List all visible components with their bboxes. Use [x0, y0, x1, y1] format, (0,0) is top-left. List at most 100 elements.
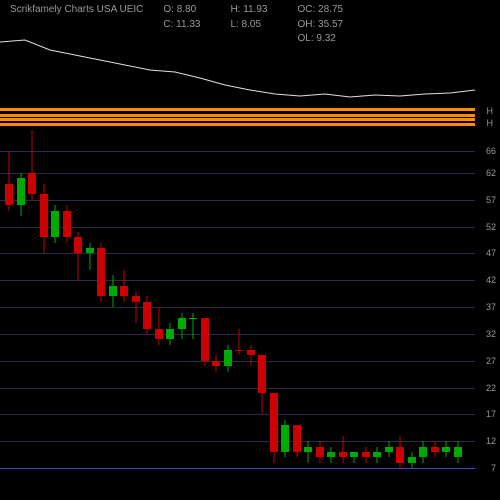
orange-label-bottom: H	[487, 118, 494, 128]
candle[interactable]	[281, 130, 289, 495]
y-axis-label: 32	[486, 329, 496, 339]
candle[interactable]	[408, 130, 416, 495]
candle-body	[362, 452, 370, 457]
candle-body	[235, 350, 243, 351]
candle-wick	[193, 313, 194, 340]
candle[interactable]	[304, 130, 312, 495]
candle-body	[74, 237, 82, 253]
y-axis-label: 47	[486, 248, 496, 258]
candle-body	[316, 447, 324, 458]
candle-body	[293, 425, 301, 452]
candle[interactable]	[86, 130, 94, 495]
candle-body	[281, 425, 289, 452]
chart-container: Scrikfamely Charts USA UEIC O: 8.80 H: 1…	[0, 0, 500, 500]
candle-body	[270, 393, 278, 452]
candle-body	[224, 350, 232, 366]
candle[interactable]	[327, 130, 335, 495]
orange-line-mid2	[0, 118, 475, 121]
y-axis-label: 62	[486, 168, 496, 178]
candle[interactable]	[258, 130, 266, 495]
candle[interactable]	[28, 130, 36, 495]
candle[interactable]	[63, 130, 71, 495]
candle[interactable]	[385, 130, 393, 495]
candle[interactable]	[373, 130, 381, 495]
candle-body	[28, 173, 36, 194]
y-axis: 6662575247423732272217127	[475, 130, 500, 495]
candle-body	[132, 296, 140, 301]
orange-line-mid1	[0, 114, 475, 117]
y-axis-label: 52	[486, 222, 496, 232]
orange-label-top: H	[487, 106, 494, 116]
candle-body	[109, 286, 117, 297]
candle[interactable]	[40, 130, 48, 495]
stat-low: L: 8.05	[230, 19, 267, 32]
candle[interactable]	[350, 130, 358, 495]
candle-body	[63, 211, 71, 238]
y-axis-label: 17	[486, 409, 496, 419]
candle[interactable]	[143, 130, 151, 495]
candle[interactable]	[201, 130, 209, 495]
candle[interactable]	[396, 130, 404, 495]
candle[interactable]	[212, 130, 220, 495]
candle[interactable]	[74, 130, 82, 495]
candle[interactable]	[97, 130, 105, 495]
candle[interactable]	[362, 130, 370, 495]
candle-wick	[239, 329, 240, 356]
candle[interactable]	[51, 130, 59, 495]
candle-body	[247, 350, 255, 355]
candle-body	[97, 248, 105, 296]
stat-oh: OH: 35.57	[298, 19, 344, 32]
candle[interactable]	[166, 130, 174, 495]
candle[interactable]	[235, 130, 243, 495]
candle[interactable]	[431, 130, 439, 495]
candle[interactable]	[120, 130, 128, 495]
candle[interactable]	[339, 130, 347, 495]
candle-body	[419, 447, 427, 458]
candle-wick	[89, 243, 90, 270]
candle[interactable]	[454, 130, 462, 495]
candle-body	[258, 355, 266, 393]
candle[interactable]	[155, 130, 163, 495]
stat-open: O: 8.80	[163, 4, 200, 17]
candle-body	[120, 286, 128, 297]
candle[interactable]	[109, 130, 117, 495]
candle-wick	[250, 345, 251, 366]
candle-body	[454, 447, 462, 458]
candle[interactable]	[442, 130, 450, 495]
candle[interactable]	[270, 130, 278, 495]
y-axis-label: 57	[486, 195, 496, 205]
candle-body	[339, 452, 347, 457]
orange-line-bottom	[0, 123, 475, 126]
stat-close: C: 11.33	[163, 19, 200, 32]
candle-wick	[342, 436, 343, 463]
candle-body	[166, 329, 174, 340]
candlestick-chart[interactable]	[0, 130, 475, 495]
candle[interactable]	[316, 130, 324, 495]
orange-band-region: H H	[0, 108, 475, 126]
candle-body	[442, 447, 450, 452]
candle-body	[189, 318, 197, 319]
candle-body	[373, 452, 381, 457]
candle[interactable]	[189, 130, 197, 495]
orange-line-top	[0, 108, 475, 111]
y-axis-label: 42	[486, 275, 496, 285]
candle-body	[51, 211, 59, 238]
y-axis-label: 7	[491, 463, 496, 473]
candle[interactable]	[5, 130, 13, 495]
candle-body	[40, 194, 48, 237]
candle-body	[304, 447, 312, 452]
candle[interactable]	[178, 130, 186, 495]
candle[interactable]	[247, 130, 255, 495]
candle[interactable]	[419, 130, 427, 495]
candle[interactable]	[293, 130, 301, 495]
candle[interactable]	[17, 130, 25, 495]
ohlc-stats: O: 8.80 H: 11.93 OC: 28.75 C: 11.33 L: 8…	[163, 4, 343, 46]
candle[interactable]	[132, 130, 140, 495]
y-axis-label: 37	[486, 302, 496, 312]
candle-body	[396, 447, 404, 463]
y-axis-label: 27	[486, 356, 496, 366]
candle-body	[327, 452, 335, 457]
candle[interactable]	[224, 130, 232, 495]
chart-header: Scrikfamely Charts USA UEIC O: 8.80 H: 1…	[0, 0, 500, 50]
candle-body	[155, 329, 163, 340]
